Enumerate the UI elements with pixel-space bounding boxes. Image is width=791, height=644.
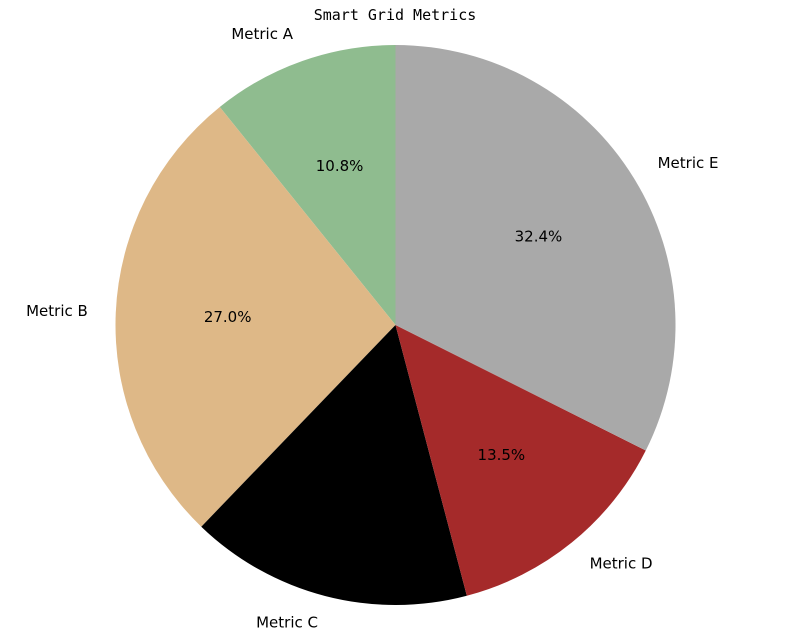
slice-label-metric-c: Metric C	[256, 614, 318, 632]
slice-metric-e	[395, 44, 676, 451]
slice-metric-d	[395, 325, 646, 596]
slice-label-metric-d: Metric D	[590, 555, 653, 573]
chart-title: Smart Grid Metrics	[314, 6, 477, 24]
slice-label-metric-a: Metric A	[231, 25, 293, 43]
pie-labels: Metric A 10.8% Metric B 27.0% Metric C Metric…	[26, 25, 718, 632]
slice-metric-a	[219, 45, 396, 325]
slice-label-metric-e: Metric E	[658, 154, 719, 172]
slice-percent-metric-b: 27.0%	[204, 308, 252, 326]
slice-percent-metric-e: 32.4%	[515, 227, 563, 245]
pie-slices	[115, 44, 676, 606]
slice-metric-b	[115, 107, 396, 527]
slice-percent-metric-a: 10.8%	[316, 157, 364, 175]
slice-label-metric-b: Metric B	[26, 302, 88, 320]
slice-percent-metric-d: 13.5%	[478, 446, 526, 464]
slice-metric-c	[201, 325, 467, 606]
